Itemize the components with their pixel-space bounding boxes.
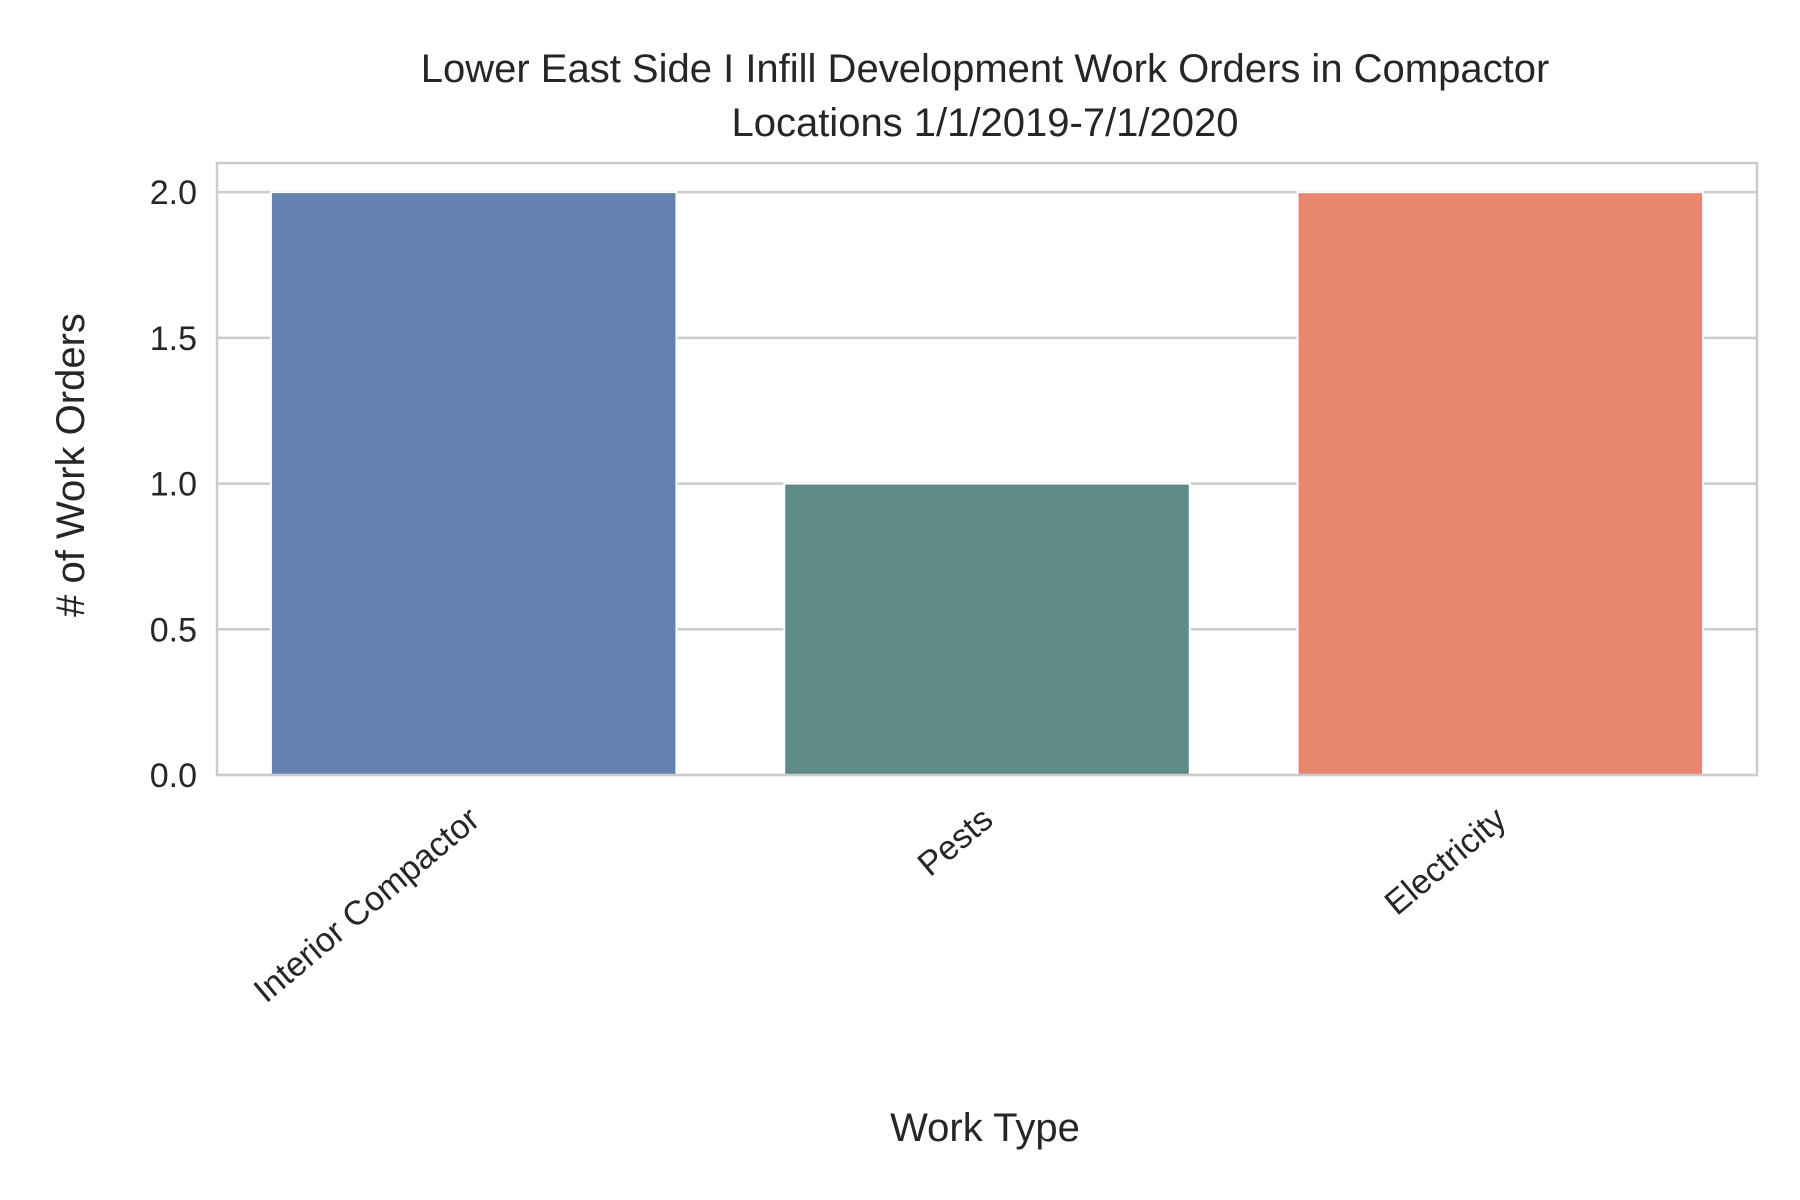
bar-interior-compactor xyxy=(269,191,678,776)
bar-pests xyxy=(783,482,1191,776)
plot-frame xyxy=(215,161,1759,777)
bar-electricity xyxy=(1296,191,1705,776)
x-tick-labels: Interior Compactor Pests Electricity xyxy=(247,800,1514,1010)
chart-title-line-1: Lower East Side I Infill Development Wor… xyxy=(421,47,1550,91)
y-tick-label: 0.5 xyxy=(150,611,197,649)
x-tick-label: Pests xyxy=(911,800,1001,884)
x-axis-label: Work Type xyxy=(890,1106,1080,1150)
y-tick-label: 1.5 xyxy=(150,320,197,358)
y-tick-labels: 0.0 0.5 1.0 1.5 2.0 xyxy=(150,174,197,795)
y-tick-label: 1.0 xyxy=(150,466,197,504)
x-tick-label: Electricity xyxy=(1378,800,1514,923)
bars xyxy=(269,191,1705,776)
x-tick-label: Interior Compactor xyxy=(247,800,487,1010)
y-tick-label: 2.0 xyxy=(150,174,197,212)
chart-title-line-2: Locations 1/1/2019-7/1/2020 xyxy=(731,101,1238,145)
y-axis-label: # of Work Orders xyxy=(49,313,93,617)
y-tick-label: 0.0 xyxy=(150,757,197,795)
